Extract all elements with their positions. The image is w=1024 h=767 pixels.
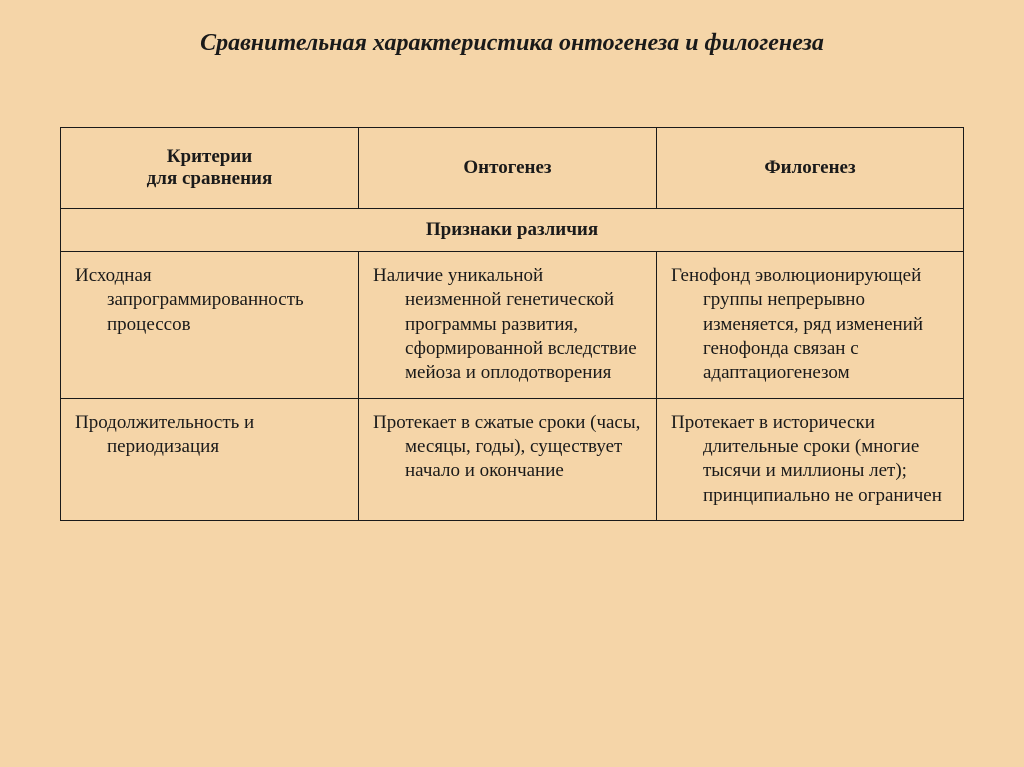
header-criteria: Критерии для сравнения xyxy=(61,128,359,209)
cell-ontogenesis-1: Протекает в сжатые сроки (часы, месяцы, … xyxy=(358,398,656,520)
slide-title: Сравнительная характеристика онтогенеза … xyxy=(60,30,964,57)
cell-text: Генофонд эволюционирующей группы непреры… xyxy=(671,264,949,386)
cell-criteria-1: Продолжительность и периодизация xyxy=(61,398,359,520)
table-row: Исходная запрограммированность процессов… xyxy=(61,252,964,399)
section-header-row: Признаки различия xyxy=(61,209,964,252)
table-row: Продолжительность и периодизация Протека… xyxy=(61,398,964,520)
header-ontogenesis: Онтогенез xyxy=(358,128,656,209)
cell-text: Продолжительность и периодизация xyxy=(75,411,344,460)
cell-text: Наличие уникальной неизменной генетическ… xyxy=(373,264,642,386)
header-criteria-line1: Критерии xyxy=(167,146,253,167)
cell-phylogenesis-0: Генофонд эволюционирующей группы непреры… xyxy=(656,252,963,399)
cell-text: Исходная запрограммированность процессов xyxy=(75,264,344,337)
section-header: Признаки различия xyxy=(61,209,964,252)
cell-text: Протекает в исторически длительные сроки… xyxy=(671,411,949,508)
header-phylogenesis: Филогенез xyxy=(656,128,963,209)
header-criteria-line2: для сравнения xyxy=(147,168,273,189)
cell-ontogenesis-0: Наличие уникальной неизменной генетическ… xyxy=(358,252,656,399)
comparison-table: Критерии для сравнения Онтогенез Филоген… xyxy=(60,127,964,521)
cell-phylogenesis-1: Протекает в исторически длительные сроки… xyxy=(656,398,963,520)
cell-text: Протекает в сжатые сроки (часы, месяцы, … xyxy=(373,411,642,484)
cell-criteria-0: Исходная запрограммированность процессов xyxy=(61,252,359,399)
table-header-row: Критерии для сравнения Онтогенез Филоген… xyxy=(61,128,964,209)
slide-container: Сравнительная характеристика онтогенеза … xyxy=(0,0,1024,561)
